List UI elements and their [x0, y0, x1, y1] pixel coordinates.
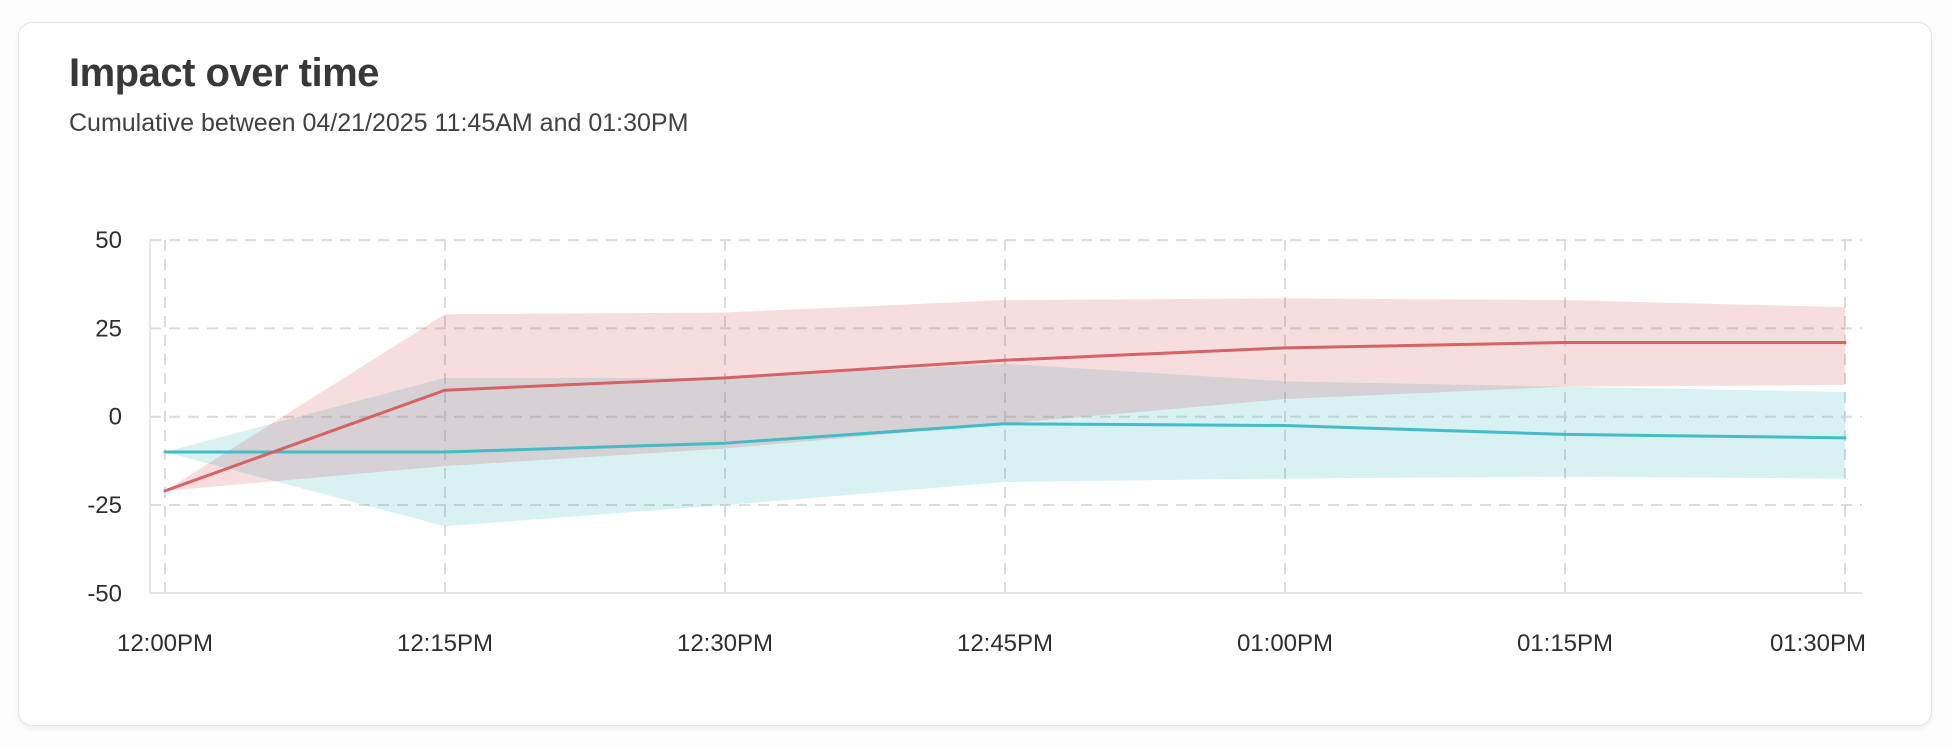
chart-title: Impact over time	[69, 51, 379, 95]
impact-over-time-card: Impact over time Cumulative between 04/2…	[18, 22, 1932, 726]
chart-subtitle: Cumulative between 04/21/2025 11:45AM an…	[69, 109, 689, 137]
